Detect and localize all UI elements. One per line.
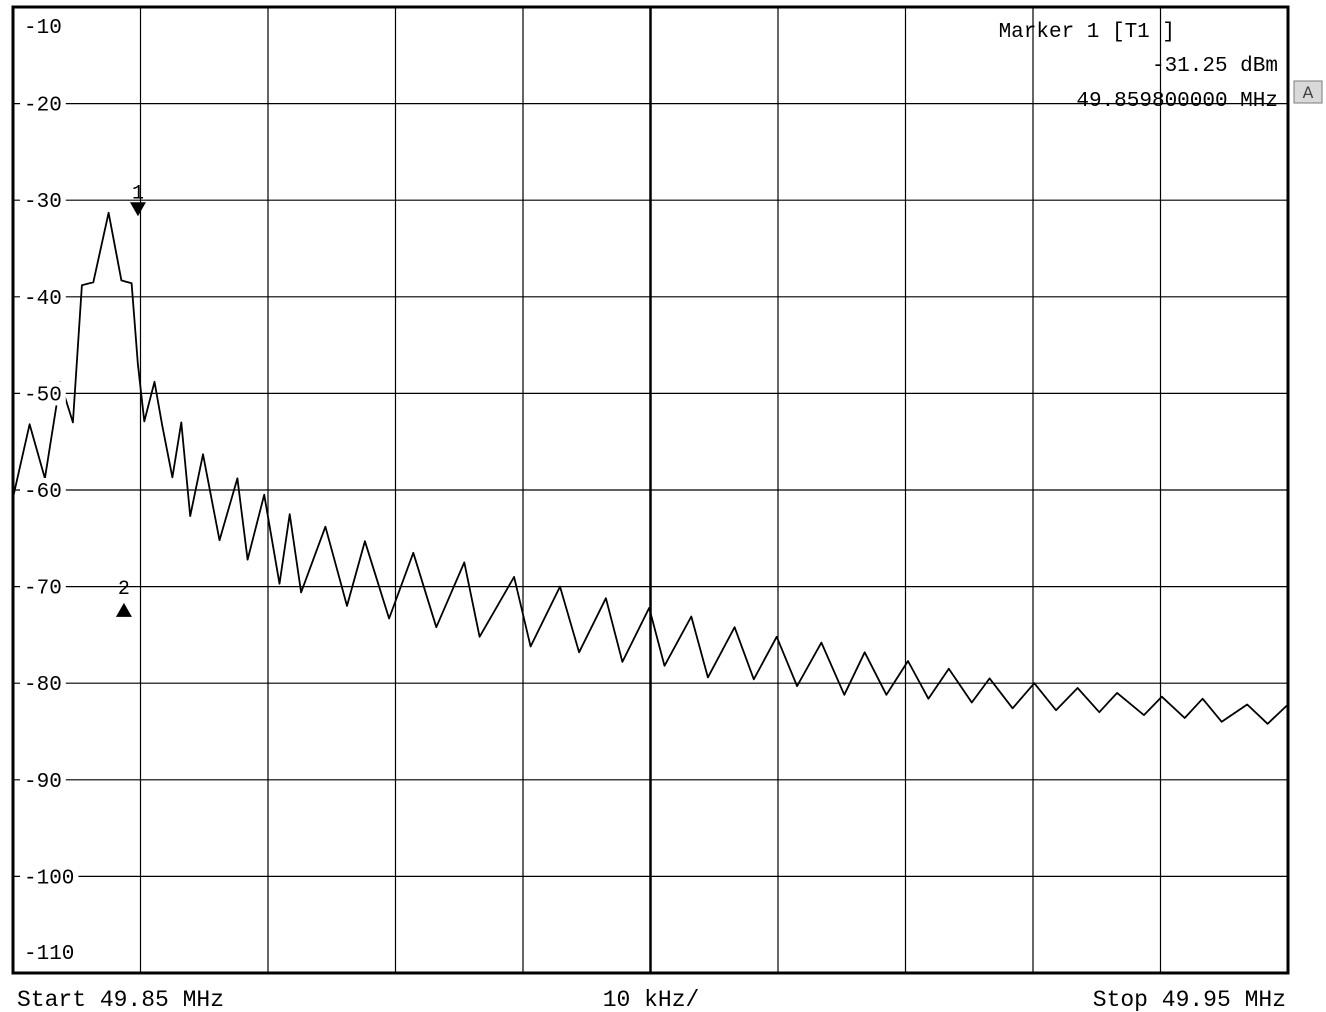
- marker-triangle: [115, 602, 132, 617]
- marker-label: 2: [118, 578, 130, 601]
- trace-line: [12, 211, 1289, 725]
- start-frequency-label: Start 49.85 MHz: [17, 987, 224, 1012]
- marker-readout-title: Marker 1 [T1 ]: [999, 21, 1175, 44]
- y-tick-label: -20: [24, 95, 62, 118]
- markers: 12: [115, 182, 146, 617]
- y-tick-label: -30: [24, 191, 62, 214]
- marker-label: 1: [132, 182, 144, 205]
- y-tick-label-background: [20, 864, 79, 889]
- y-tick-label: -110: [24, 943, 74, 966]
- y-tick-label-background: [20, 381, 66, 406]
- grid: [13, 7, 1288, 973]
- y-tick-label: -90: [24, 771, 62, 794]
- plot-frame: [11, 5, 1290, 975]
- marker-readout-frequency: 49.859800000 MHz: [1076, 90, 1278, 113]
- y-tick-label: -10: [24, 17, 62, 40]
- y-tick-labels: -10 -20 -30 -40 -50 -60 -70 -80 -90 -100 -110: [20, 17, 79, 966]
- marker-triangle: [129, 202, 146, 217]
- y-tick-label-background: [20, 284, 66, 309]
- y-tick-label: -50: [24, 384, 62, 407]
- scan-mode-icon: A: [1293, 80, 1323, 104]
- svg-text:A: A: [1303, 83, 1314, 102]
- y-tick-label: -100: [24, 867, 74, 890]
- y-tick-label-background: [20, 767, 66, 792]
- trace-layer: [12, 211, 1289, 725]
- span-per-division-label: 10 kHz/: [603, 987, 700, 1012]
- y-tick-label: -80: [24, 674, 62, 697]
- y-tick-label: -40: [24, 288, 62, 311]
- y-tick-label-background: [20, 574, 66, 599]
- y-tick-label-background: [20, 91, 66, 116]
- y-tick-label-background: [20, 188, 66, 213]
- marker-readout-level: -31.25 dBm: [1152, 55, 1278, 78]
- y-tick-label: -60: [24, 481, 62, 504]
- y-tick-label-background: [20, 671, 66, 696]
- stop-frequency-label: Stop 49.95 MHz: [1093, 987, 1286, 1012]
- y-tick-label-background: [20, 478, 66, 502]
- y-tick-label: -70: [24, 578, 62, 601]
